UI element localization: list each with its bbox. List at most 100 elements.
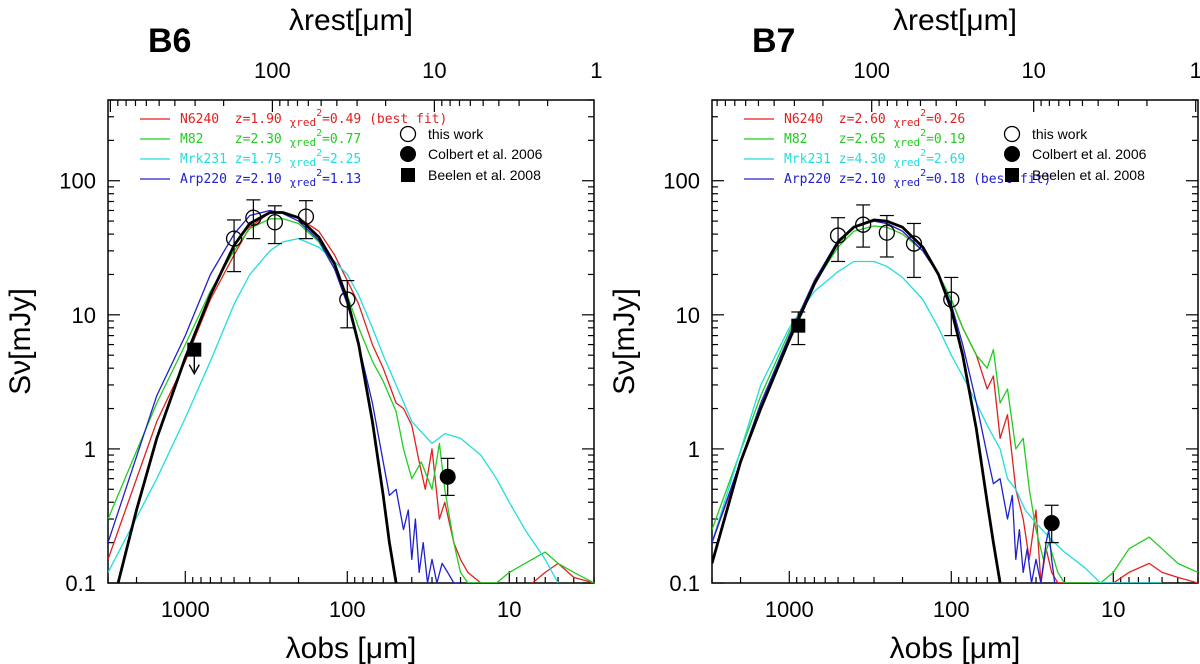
- y-tick-label: 0.1: [65, 571, 96, 596]
- legend-entry: N6240 z=2.60 χred2=0.26: [784, 108, 965, 129]
- beelen-point: [791, 318, 806, 333]
- y-tick-label: 0.1: [669, 571, 700, 596]
- legend-marker-open-circle: [1003, 125, 1021, 143]
- legend-entry: N6240 z=1.90 χred2=0.49 (best fit): [180, 108, 447, 129]
- series-line-n6240: [712, 220, 1198, 583]
- legend-text-part: =2.69: [926, 152, 965, 167]
- legend-text-part: χred: [894, 176, 921, 189]
- upper-limit-arrowhead: [188, 364, 200, 376]
- x-tick-label: 1000: [161, 597, 210, 622]
- legend-point-label: Colbert et al. 2006: [1032, 146, 1147, 162]
- y-tick-label: 10: [676, 303, 700, 328]
- legend-text-part: 2: [920, 128, 926, 139]
- this-work-point: [225, 230, 243, 247]
- series-line-m82: [108, 218, 594, 583]
- legend-text-part: 2: [920, 108, 926, 119]
- legend-text-part: 2: [316, 148, 322, 159]
- legend-text-part: =0.77: [322, 132, 361, 147]
- legend-point-label: this work: [1032, 126, 1088, 142]
- top-axis-title: λrest[μm]: [289, 4, 413, 37]
- legend-marker-square: [401, 168, 415, 182]
- legend-entry: Mrk231 z=4.30 χred2=2.69: [784, 148, 965, 169]
- legend-text-part: Arp220 z=2.10: [784, 172, 894, 187]
- series-line-mrk231: [108, 237, 559, 583]
- x-tick-label: 1000: [765, 597, 814, 622]
- top-tick-label: 10: [1021, 58, 1045, 83]
- legend-text-part: Arp220 z=2.10: [180, 172, 290, 187]
- legend-entry: Arp220 z=2.10 χred2=1.13: [180, 168, 361, 189]
- y-tick-label: 10: [72, 303, 96, 328]
- this-work-point: [905, 235, 923, 252]
- legend-text-part: N6240 z=2.60: [784, 112, 894, 127]
- legend-text-part: =0.26: [926, 112, 965, 127]
- legend-text-part: =0.49 (best fit): [322, 112, 447, 127]
- panel-b7: 1000 100 10 0.1 1 10 100 100 10 1 λobs [μm] λrest[μ…: [608, 4, 1200, 664]
- legend-entry: Mrk231 z=1.75 χred2=2.25: [180, 148, 361, 169]
- legend-text-part: χred: [290, 136, 317, 149]
- plot-frame: [711, 99, 1199, 584]
- y-tick-label: 100: [59, 169, 96, 194]
- series-line-arp220: [108, 209, 461, 583]
- y-tick-label: 1: [688, 437, 700, 462]
- legend-text-part: M82 z=2.65: [784, 132, 894, 147]
- series-line-m82: [712, 225, 1198, 583]
- legend-text-part: M82 z=2.30: [180, 132, 290, 147]
- legend-text-part: =2.25: [322, 152, 361, 167]
- x-tick-label: 100: [329, 597, 366, 622]
- this-work-point: [829, 227, 847, 244]
- legend-text-part: 2: [316, 168, 322, 179]
- legend-point-label: this work: [428, 126, 484, 142]
- legend-point-label: Beelen et al. 2008: [1032, 167, 1145, 183]
- x-tick-label: 10: [497, 597, 521, 622]
- data-points: [187, 199, 456, 497]
- this-work-point: [266, 214, 284, 231]
- this-work-point: [943, 291, 960, 308]
- legend-text-part: χred: [894, 156, 921, 169]
- legend-text-part: Mrk231 z=4.30: [784, 152, 894, 167]
- x-axis-title: λobs [μm]: [286, 632, 417, 664]
- legend-text-part: χred: [290, 156, 317, 169]
- legend-text-part: χred: [894, 136, 921, 149]
- top-tick-label: 1: [590, 58, 602, 83]
- legend-point-label: Beelen et al. 2008: [428, 167, 541, 183]
- series-line-n6240: [108, 211, 594, 583]
- legend-text-part: Mrk231 z=1.75: [180, 152, 290, 167]
- legend-entry: M82 z=2.65 χred2=0.19: [784, 128, 965, 149]
- x-tick-label: 100: [933, 597, 970, 622]
- x-tick-label: 10: [1101, 597, 1125, 622]
- panel-title: B6: [148, 22, 191, 60]
- legend-text-part: =1.13: [322, 172, 361, 187]
- series-line-best-fit: [116, 211, 398, 583]
- this-work-point: [245, 209, 262, 226]
- legend-marker-open-circle: [399, 125, 417, 143]
- this-work-point: [339, 291, 356, 308]
- legend-text-part: 2: [316, 108, 322, 119]
- top-axis-title: λrest[μm]: [893, 4, 1017, 37]
- y-tick-label: 1: [84, 437, 96, 462]
- y-axis-title: Sν[mJy]: [4, 288, 37, 395]
- series-line-best-fit: [712, 218, 1002, 583]
- legend-entry: Arp220 z=2.10 χred2=0.18 (best fit): [784, 168, 1051, 189]
- panel-title: B7: [752, 22, 795, 60]
- legend-text-part: =0.18 (best fit): [926, 172, 1051, 187]
- top-tick-label: 100: [853, 58, 890, 83]
- legend-marker-filled-circle: [1004, 146, 1020, 162]
- legend-text-part: =0.19: [926, 132, 965, 147]
- top-tick-label: 100: [254, 58, 291, 83]
- panel-b6: 1000 100 10 0.1 1 10 100 100 10 1 λobs [μm] λrest[μ…: [4, 4, 603, 664]
- this-work-point: [297, 208, 315, 225]
- series-line-mrk231: [712, 260, 1163, 583]
- data-points: [791, 204, 1060, 544]
- top-tick-label: 1: [1190, 58, 1200, 83]
- x-axis-title: λobs [μm]: [890, 632, 1021, 664]
- beelen-point: [187, 342, 202, 357]
- this-work-point: [878, 224, 895, 241]
- plot-frame: [107, 99, 595, 584]
- y-axis-title: Sν[mJy]: [608, 288, 641, 395]
- legend-marker-filled-circle: [400, 146, 416, 162]
- this-work-point: [855, 216, 872, 233]
- legend-text-part: χred: [290, 176, 317, 189]
- legend-entry: M82 z=2.30 χred2=0.77: [180, 128, 361, 149]
- series-group: [712, 218, 1198, 583]
